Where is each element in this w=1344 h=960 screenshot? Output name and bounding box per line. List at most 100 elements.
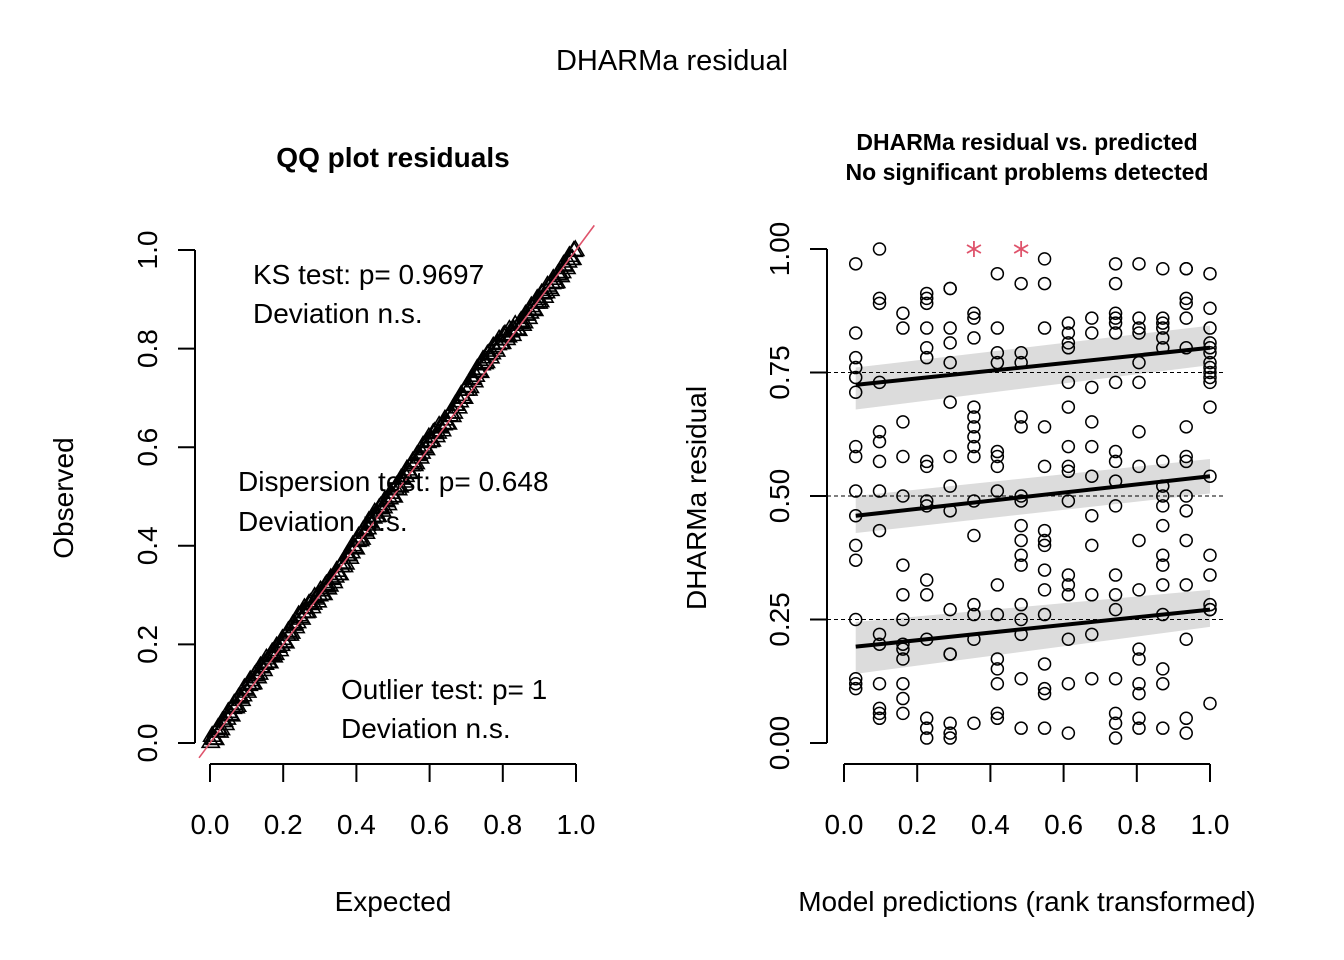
qq-point [231, 689, 252, 707]
residual-point [896, 706, 910, 721]
residual-point [1037, 321, 1052, 335]
qq-point [325, 565, 346, 583]
residual-point [1037, 721, 1052, 735]
residual-plot-title-line1: DHARMa residual vs. predicted [856, 129, 1197, 155]
residual-y-tick-label: 0.75 [764, 345, 795, 400]
qq-point [394, 471, 414, 488]
residual-point [1179, 504, 1193, 518]
residual-point [1037, 563, 1052, 577]
residual-point [1037, 276, 1052, 291]
residual-point [1085, 469, 1099, 483]
residual-point [1085, 439, 1099, 454]
residual-point [1014, 672, 1028, 686]
residual-point [943, 726, 957, 740]
residual-point [1037, 420, 1052, 434]
residual-point [919, 291, 934, 306]
residual-point [1061, 316, 1076, 330]
qq-x-tick-label: 0.6 [410, 809, 449, 840]
residual-y-tick-label: 1.00 [764, 222, 795, 277]
residual-point [990, 345, 1005, 360]
residual-point [990, 662, 1005, 676]
residual-point [896, 449, 910, 464]
residual-point [943, 336, 957, 350]
residual-point [1179, 262, 1193, 276]
residual-y-tick-label: 0.50 [764, 469, 795, 524]
residual-point [1179, 726, 1193, 740]
residual-point [967, 311, 981, 325]
residual-point [1132, 711, 1146, 726]
residual-point [896, 612, 910, 627]
residual-x-tick-label: 1.0 [1191, 809, 1230, 840]
residual-point [919, 588, 934, 602]
residual-y-label: DHARMa residual [681, 386, 712, 610]
residual-point [1061, 632, 1076, 647]
residual-point [967, 716, 981, 730]
qq-point [285, 616, 306, 634]
ks-test-line2: Deviation n.s. [253, 298, 423, 329]
residual-point [943, 321, 957, 335]
residual-point [1037, 252, 1052, 266]
residual-x-tick-label: 0.2 [898, 809, 937, 840]
residual-point [1108, 276, 1123, 291]
residual-point [1037, 538, 1052, 553]
residual-point [872, 706, 887, 721]
qq-point [339, 547, 360, 564]
qq-y-tick-label: 0.6 [132, 428, 163, 467]
residual-point [848, 612, 863, 627]
residual-point [1132, 533, 1146, 548]
residual-point [990, 444, 1005, 459]
residual-point [848, 676, 863, 691]
residual-point [1203, 696, 1217, 711]
residual-point [848, 439, 863, 454]
residual-point [990, 578, 1005, 592]
residual-point [1203, 400, 1217, 414]
residual-point [1179, 296, 1193, 311]
residual-point [872, 454, 887, 469]
residual-point [1179, 711, 1193, 726]
residual-point [896, 588, 910, 602]
residual-point [990, 449, 1005, 464]
residual-point [967, 449, 981, 464]
residual-point [896, 652, 910, 666]
residual-point [967, 607, 981, 622]
residual-point [1037, 523, 1052, 538]
residual-point [848, 553, 863, 567]
qq-point [355, 522, 376, 540]
qq-plot-title: QQ plot residuals [276, 142, 509, 173]
residual-point [1085, 415, 1099, 429]
residual-point [1132, 676, 1146, 691]
residual-point [1061, 341, 1076, 355]
residual-point [919, 721, 934, 735]
residual-point [1061, 439, 1076, 454]
residual-point [1203, 301, 1217, 316]
residual-point [1014, 410, 1028, 424]
residual-point [1203, 370, 1217, 385]
residual-point [1037, 583, 1052, 597]
residual-point [1108, 444, 1123, 459]
residual-y-tick-label: 0.00 [764, 716, 795, 771]
residual-point [990, 711, 1005, 726]
residual-point [967, 528, 981, 543]
residual-point [1132, 459, 1146, 474]
residual-point [872, 676, 887, 691]
residual-point [1132, 583, 1146, 597]
outlier-star [1013, 241, 1029, 257]
residual-x-tick-label: 0.0 [825, 809, 864, 840]
qq-x-tick-label: 0.2 [264, 809, 303, 840]
qq-y-label: Observed [48, 437, 79, 558]
residual-point [1132, 321, 1146, 335]
residual-point [1156, 499, 1170, 513]
qq-y-tick-label: 0.0 [132, 724, 163, 763]
residual-point [943, 716, 957, 730]
qq-x-tick-label: 0.4 [337, 809, 376, 840]
residual-point [1061, 726, 1076, 740]
residual-point [1014, 548, 1028, 563]
residual-point [1156, 489, 1170, 503]
residual-point [896, 306, 910, 320]
residual-point [896, 489, 910, 503]
residual-point [1108, 326, 1123, 340]
residual-point [1061, 568, 1076, 582]
residual-point [1203, 365, 1217, 380]
residual-point [1061, 336, 1076, 350]
residual-point [1132, 686, 1146, 701]
